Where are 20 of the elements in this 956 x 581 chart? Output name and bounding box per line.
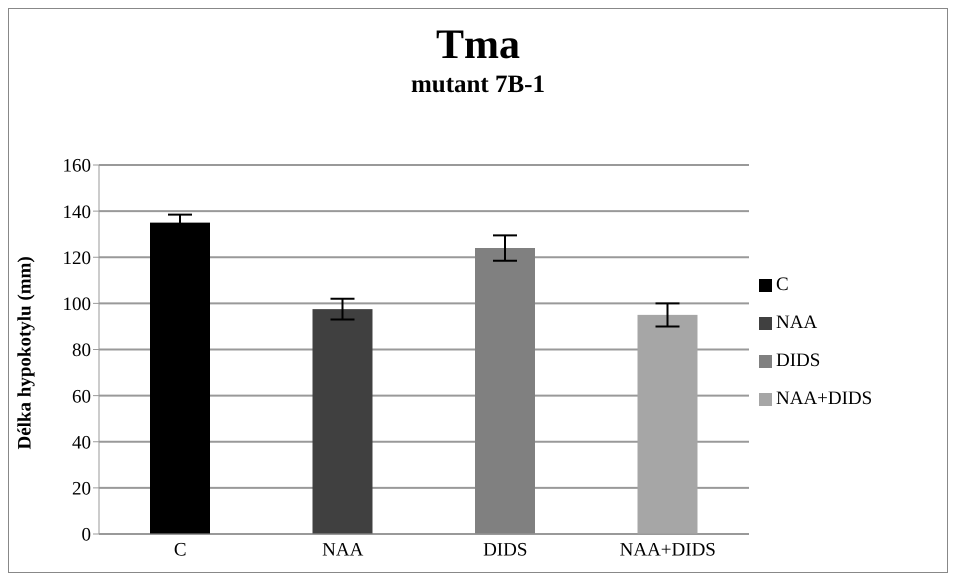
y-tick-label: 100	[62, 294, 91, 316]
legend-label: NAA+DIDS	[776, 388, 872, 408]
y-tick-label: 40	[72, 432, 91, 454]
y-tick-label: 60	[72, 386, 91, 408]
y-tick-label: 120	[62, 248, 91, 269]
chart-title: Tma	[435, 21, 521, 69]
x-tick-label: C	[174, 539, 187, 560]
x-tick-label: NAA	[322, 539, 364, 560]
x-tick-label: DIDS	[483, 539, 528, 560]
legend-label: NAA	[776, 312, 818, 332]
y-tick-label: 140	[62, 202, 91, 223]
y-axis-title: Délka hypokotylu (mm)	[14, 256, 36, 450]
y-tick-label: 80	[72, 340, 91, 362]
y-tick-label: 160	[62, 156, 91, 177]
y-tick-label: 20	[72, 478, 91, 500]
y-tick-label: 0	[82, 524, 91, 546]
legend-label: DIDS	[776, 350, 820, 370]
legend-label: C	[776, 274, 789, 294]
x-tick-label: NAA+DIDS	[620, 539, 716, 560]
chart-subtitle: mutant 7B-1	[410, 71, 546, 99]
